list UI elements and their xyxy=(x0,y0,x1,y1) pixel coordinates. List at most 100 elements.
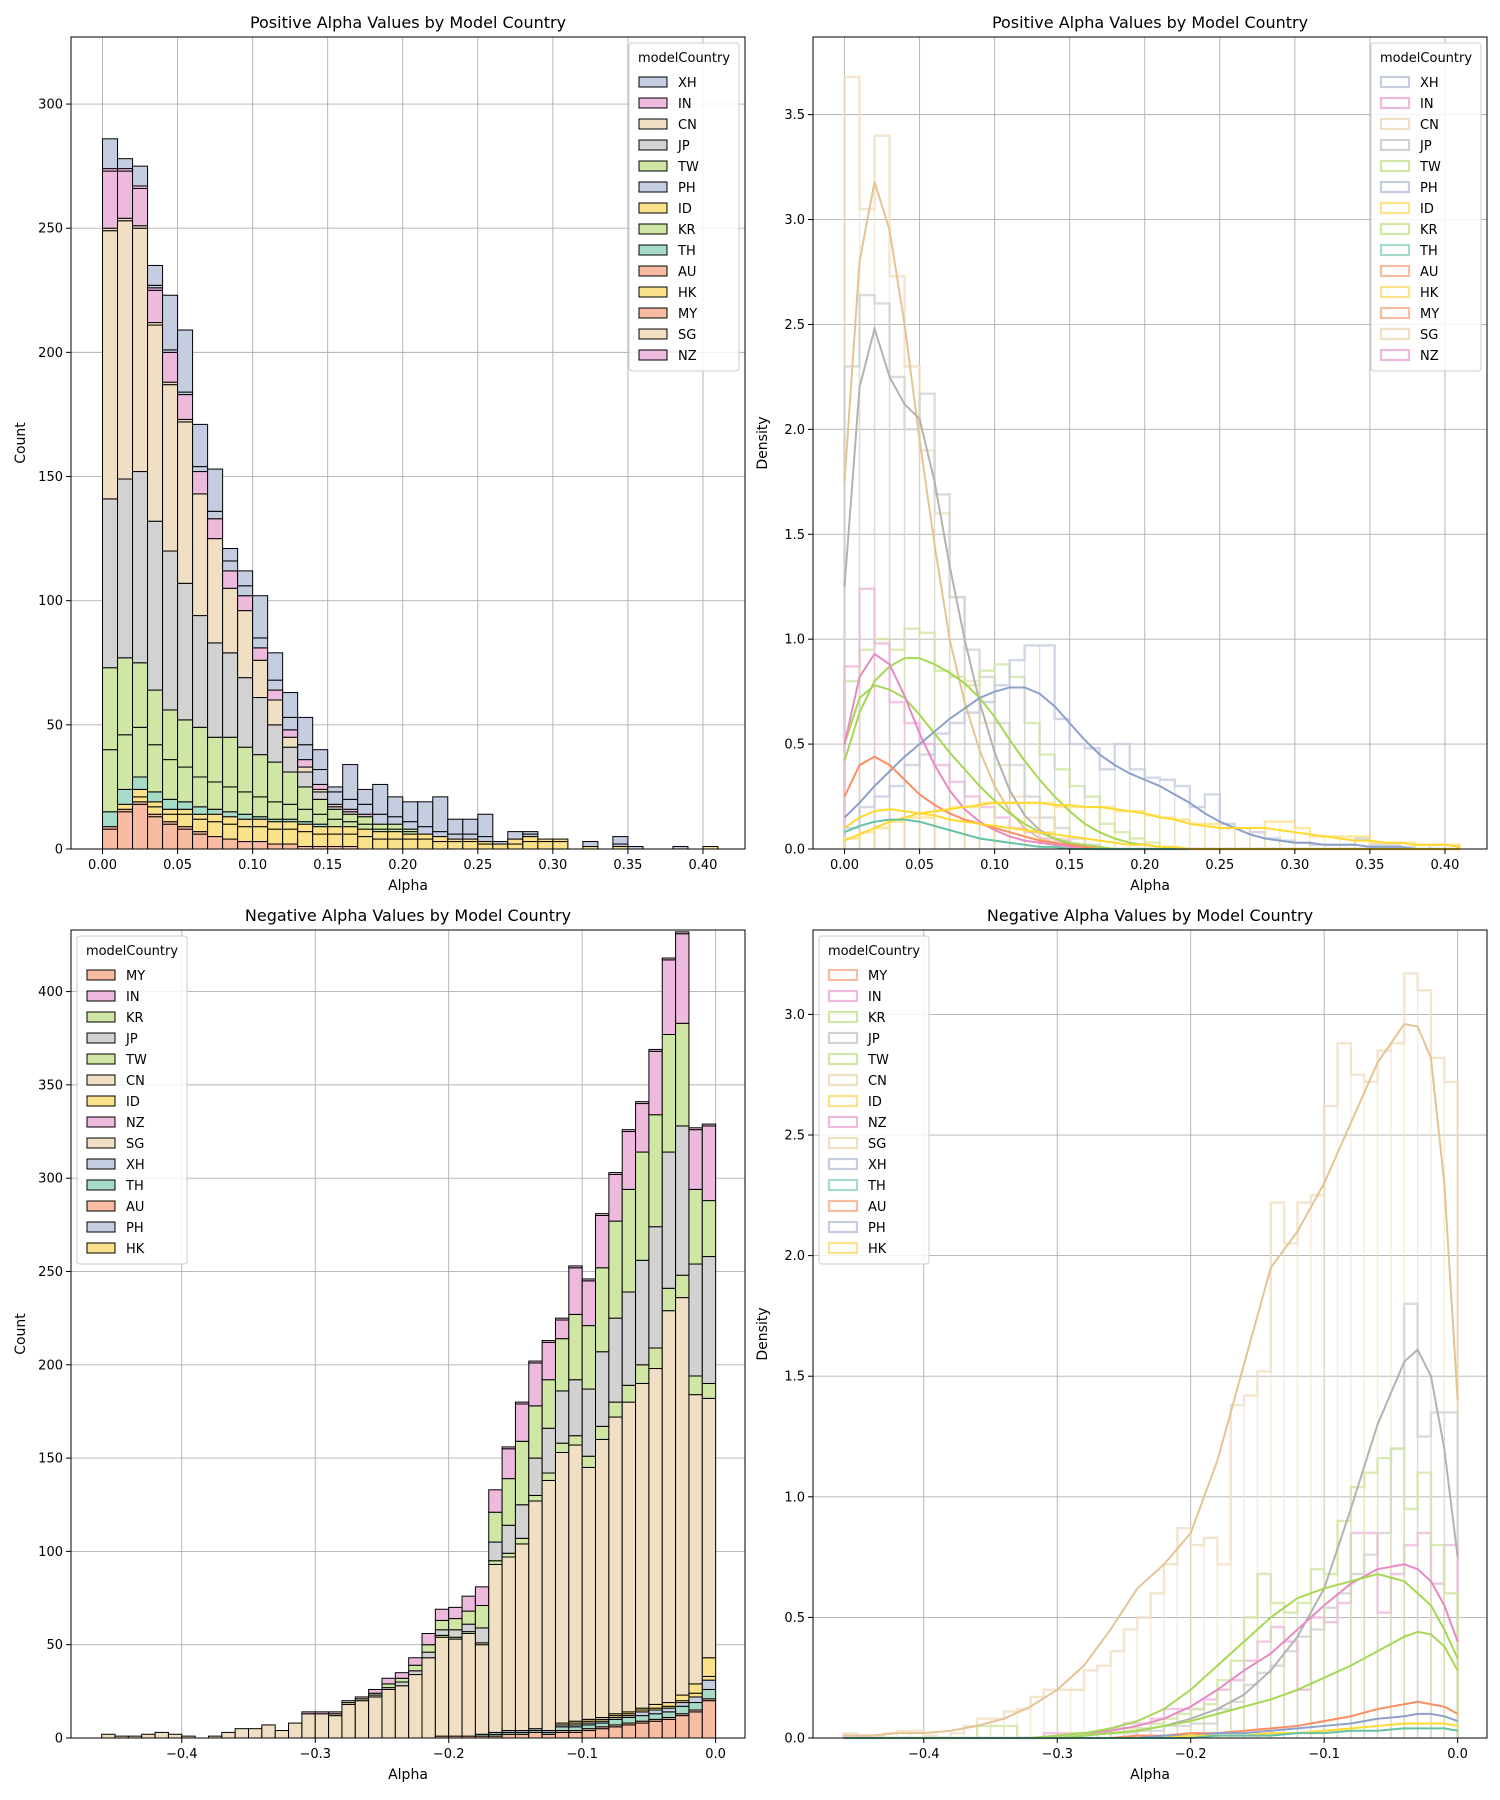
x-tick-label: −0.1 xyxy=(566,1747,598,1762)
bar-hk xyxy=(237,826,254,843)
bar-xh xyxy=(402,801,419,823)
bar-ph xyxy=(701,1679,717,1690)
bar-in xyxy=(328,1711,343,1715)
legend-swatch xyxy=(638,349,668,361)
bar-in xyxy=(312,783,329,790)
legend-swatch xyxy=(638,118,668,130)
bar-jp xyxy=(568,1379,583,1437)
bar-au xyxy=(635,1722,650,1739)
legend-swatch xyxy=(638,139,668,151)
legend-swatch xyxy=(86,1095,116,1107)
legend-label: AU xyxy=(868,1200,886,1215)
legend-label: TH xyxy=(867,1179,886,1194)
bar-in xyxy=(117,170,134,219)
legend-label: XH xyxy=(126,1158,145,1173)
bar-in xyxy=(252,647,269,661)
bar-cn xyxy=(221,1731,236,1739)
legend-swatch xyxy=(1379,180,1411,194)
bar-th xyxy=(621,1716,637,1724)
bar-xh xyxy=(102,138,119,170)
x-tick-label: 0.00 xyxy=(830,858,859,873)
bar-th xyxy=(117,788,134,805)
legend-swatch xyxy=(86,1242,116,1254)
bar-id xyxy=(507,838,524,845)
bar-tw xyxy=(207,736,224,783)
bar-au xyxy=(541,1733,556,1739)
bar-in xyxy=(222,570,239,589)
bar-tw xyxy=(461,1610,476,1625)
ticks: 0.00 0.05 0.10 0.15 0.20 0.25 0.30 0.35 0.40 0.0 0… xyxy=(784,108,1459,873)
bar-cn xyxy=(448,1638,463,1737)
legend-swatch xyxy=(1379,243,1411,257)
bar-ph xyxy=(267,679,284,691)
bar-au xyxy=(675,1715,690,1739)
legend-label: TH xyxy=(677,244,696,259)
bar-cn xyxy=(541,1479,556,1732)
bar-kr xyxy=(554,1442,570,1453)
legend-swatch xyxy=(86,1032,116,1044)
x-tick-label: 0.10 xyxy=(980,858,1009,873)
x-tick-label: 0.05 xyxy=(163,858,192,873)
bar-tw xyxy=(514,1440,530,1506)
bar-hk xyxy=(447,841,464,850)
y-tick-label: 150 xyxy=(38,1452,63,1467)
negative-count-chart: −0.4 −0.3 −0.2 −0.1 0.0 0 50 100 150 200 250 300 350… xyxy=(13,906,746,1783)
bar-xh xyxy=(387,796,404,818)
legend-label: JP xyxy=(677,139,690,154)
bar-au xyxy=(267,843,284,850)
bar-hk xyxy=(222,823,239,840)
bar-tw xyxy=(675,1022,690,1127)
bar-ph xyxy=(688,1696,703,1704)
bar-in xyxy=(635,1103,650,1153)
positive-count-chart: 0.00 0.05 0.10 0.15 0.20 0.25 0.30 0.35 0.40 0 50 1… xyxy=(13,13,746,894)
legend-swatch xyxy=(86,1116,116,1128)
bar-jp xyxy=(581,1388,597,1457)
bar-hk xyxy=(537,841,554,850)
bar-id xyxy=(522,836,539,843)
y-tick-label: 100 xyxy=(38,1545,63,1560)
bar-tw xyxy=(394,1677,410,1683)
x-tick-label: −0.3 xyxy=(299,1747,331,1762)
bar-cn xyxy=(177,421,194,584)
bar-hk xyxy=(192,818,209,833)
bar-xh xyxy=(297,716,314,746)
bar-id xyxy=(162,808,179,815)
bar-kr xyxy=(222,786,239,813)
bar-tw xyxy=(372,823,389,830)
bar-jp xyxy=(222,652,239,738)
chart-title: Negative Alpha Values by Model Country xyxy=(245,906,571,925)
bar-jp xyxy=(448,1629,463,1638)
bar-th xyxy=(595,1722,610,1728)
x-tick-label: −0.3 xyxy=(1041,1747,1073,1762)
bar-xh xyxy=(477,813,494,838)
bar-xh xyxy=(582,841,599,848)
legend-label: AU xyxy=(126,1200,144,1215)
x-axis-label: Alpha xyxy=(388,1767,428,1783)
bar-jp xyxy=(408,1670,423,1676)
y-tick-label: 250 xyxy=(38,1265,63,1280)
x-axis-label: Alpha xyxy=(1130,1767,1170,1783)
bar-in xyxy=(648,1050,663,1116)
bar-xh xyxy=(177,329,194,393)
bar-tw xyxy=(342,813,359,823)
bar-tw xyxy=(102,667,119,751)
bar-tw xyxy=(381,1683,396,1689)
bar-cn xyxy=(282,736,299,748)
bar-in xyxy=(514,1403,530,1442)
bar-in xyxy=(354,1696,370,1700)
bar-cn xyxy=(528,1500,543,1730)
legend-swatch xyxy=(827,1052,859,1066)
bar-cn xyxy=(408,1674,423,1739)
bar-jp xyxy=(147,520,164,691)
y-tick-label: 0.0 xyxy=(784,1732,805,1747)
bar-hk xyxy=(462,841,479,850)
y-tick-label: 1.0 xyxy=(784,1490,805,1505)
bar-au xyxy=(252,841,269,850)
bar-cn xyxy=(501,1556,516,1732)
y-tick-label: 1.5 xyxy=(784,528,805,543)
legend-box xyxy=(1370,42,1482,372)
legend-swatch xyxy=(1379,306,1411,320)
bar-ph xyxy=(207,510,224,520)
bar-cn xyxy=(635,1382,650,1709)
legend-label: NZ xyxy=(678,349,697,364)
